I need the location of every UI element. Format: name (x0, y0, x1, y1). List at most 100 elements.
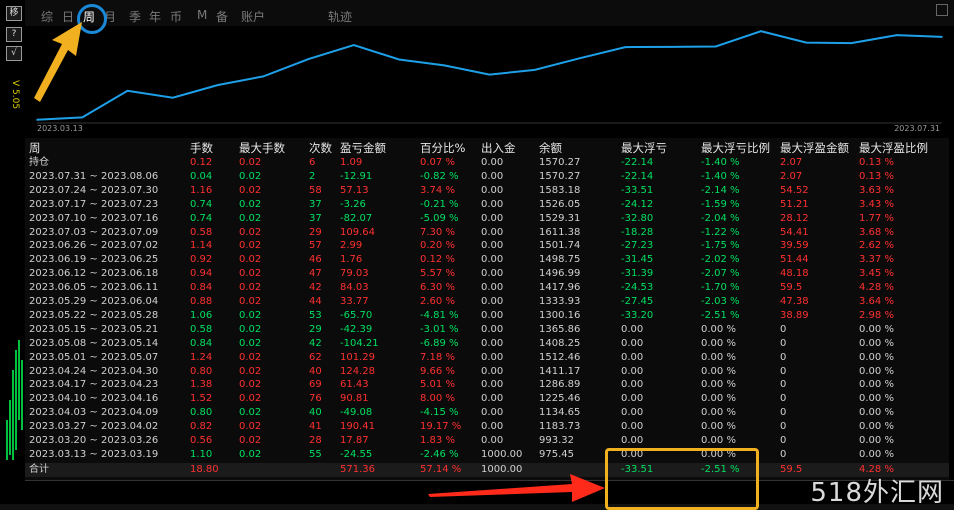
tab-3[interactable]: 月 (104, 10, 117, 24)
header-deposit[interactable]: 出入金 (481, 141, 516, 155)
cell-max-float-loss-pct: -1.22 % (701, 226, 740, 238)
tab-5[interactable]: 年 (149, 10, 162, 24)
tab-0[interactable]: 综 (41, 10, 54, 24)
table-total-row[interactable]: 合计 18.80 571.36 57.14 % 1000.00 -33.51 -2.51 %… (25, 462, 949, 477)
table-row[interactable]: 2023.07.31 ~ 2023.08.06 0.04 0.02 2 -12.91 -0… (25, 170, 949, 184)
table-row[interactable]: 2023.06.12 ~ 2023.06.18 0.94 0.02 47 79.03 5.… (25, 267, 949, 281)
table-row[interactable]: 2023.03.13 ~ 2023.03.19 1.10 0.02 55 -24.55 -… (25, 448, 949, 462)
cell-max-float-profit-pct: 0.00 % (859, 407, 894, 419)
tab-6[interactable]: 币 (170, 10, 183, 24)
table-row[interactable]: 2023.07.03 ~ 2023.07.09 0.58 0.02 29 109.64 7… (25, 226, 949, 240)
period-tab-bar: 综日周月季年币 M 备账户 轨迹 (25, 0, 954, 28)
cell-max-float-profit-pct: 4.28 % (859, 282, 894, 294)
cell-deposit: 0.00 (481, 323, 504, 335)
cell-week: 2023.03.27 ~ 2023.04.02 (29, 421, 159, 433)
header-max-lots[interactable]: 最大手数 (239, 141, 285, 155)
chart-start-date: 2023.03.13 (37, 124, 83, 133)
header-lots[interactable]: 手数 (190, 141, 213, 155)
cell-max-float-loss-pct: 0.00 % (701, 393, 736, 405)
header-max-float-loss[interactable]: 最大浮亏 (621, 141, 667, 155)
cell-max-lots: 0.02 (239, 379, 262, 391)
cell-balance: 1512.46 (539, 351, 581, 363)
tab-9[interactable]: 账户 (241, 10, 266, 24)
cell-balance: 1570.27 (539, 157, 581, 168)
cell-percent: -5.09 % (420, 212, 459, 224)
balance-point-9 (443, 64, 446, 67)
header-week[interactable]: 周 (29, 141, 41, 155)
table-row[interactable]: 2023.03.27 ~ 2023.04.02 0.82 0.02 41 190.41 1… (25, 420, 949, 434)
cell-count: 76 (309, 393, 322, 405)
header-percent[interactable]: 百分比% (420, 141, 466, 155)
help-button[interactable]: ? (6, 27, 22, 42)
total-highlight-box (605, 448, 759, 510)
table-row[interactable]: 持仓 0.12 0.02 6 1.09 0.07 % 0.00 1570.27 -22.14 -1… (25, 156, 949, 170)
cell-percent: 5.01 % (420, 379, 455, 391)
cell-max-float-profit: 51.44 (780, 254, 809, 266)
cell-max-float-profit-pct: 0.13 % (859, 157, 894, 168)
tab-4[interactable]: 季 (129, 10, 142, 24)
cell-percent: -4.81 % (420, 309, 459, 321)
table-row[interactable]: 2023.04.03 ~ 2023.04.09 0.80 0.02 40 -49.08 -… (25, 406, 949, 420)
cell-max-float-profit-pct: 3.64 % (859, 296, 894, 307)
header-max-float-profit-pct[interactable]: 最大浮盈比例 (859, 141, 928, 155)
cell-max-float-profit: 39.59 (780, 240, 809, 252)
cell-max-lots: 0.02 (239, 421, 262, 433)
tab-10[interactable]: 轨迹 (328, 10, 353, 24)
table-row[interactable]: 2023.07.24 ~ 2023.07.30 1.16 0.02 58 57.13 3.… (25, 184, 949, 198)
table-row[interactable]: 2023.05.01 ~ 2023.05.07 1.24 0.02 62 101.29 7… (25, 351, 949, 365)
cell-pnl: 33.77 (340, 296, 369, 307)
check-button[interactable]: √ (6, 46, 22, 61)
table-row[interactable]: 2023.04.17 ~ 2023.04.23 1.38 0.02 69 61.43 5.… (25, 378, 949, 392)
table-row[interactable]: 2023.04.24 ~ 2023.04.30 0.80 0.02 40 124.28 9… (25, 365, 949, 379)
cell-week: 2023.05.15 ~ 2023.05.21 (29, 323, 159, 335)
table-row[interactable]: 2023.06.19 ~ 2023.06.25 0.92 0.02 46 1.76 0.1… (25, 253, 949, 267)
cell-max-float-profit: 48.18 (780, 268, 809, 280)
cell-max-float-loss-pct: 0.00 % (701, 337, 736, 349)
cell-max-float-profit: 2.07 (780, 157, 803, 168)
table-row[interactable]: 2023.05.29 ~ 2023.06.04 0.88 0.02 44 33.77 2.… (25, 295, 949, 309)
table-row[interactable]: 2023.06.05 ~ 2023.06.11 0.84 0.02 42 84.03 6.… (25, 281, 949, 295)
close-icon[interactable] (936, 4, 948, 16)
cell-count: 6 (309, 157, 316, 168)
header-count[interactable]: 次数 (309, 141, 332, 155)
header-balance[interactable]: 余额 (539, 141, 562, 155)
cell-lots: 18.80 (190, 463, 219, 475)
move-button[interactable]: 移 (6, 6, 22, 21)
tab-1[interactable]: 日 (62, 10, 75, 24)
header-max-float-loss-pct[interactable]: 最大浮亏比例 (701, 141, 770, 155)
cell-max-float-loss: -33.51 (621, 184, 654, 196)
cell-max-float-profit: 51.21 (780, 198, 809, 210)
table-row[interactable]: 2023.07.10 ~ 2023.07.16 0.74 0.02 37 -82.07 -… (25, 212, 949, 226)
table-row[interactable]: 2023.05.22 ~ 2023.05.28 1.06 0.02 53 -65.70 -… (25, 309, 949, 323)
table-row[interactable]: 2023.05.08 ~ 2023.05.14 0.84 0.02 42 -104.21… (25, 337, 949, 351)
tab-7[interactable]: M (197, 8, 208, 22)
cell-pnl: 57.13 (340, 184, 369, 196)
table-row[interactable]: 2023.07.17 ~ 2023.07.23 0.74 0.02 37 -3.26 -0… (25, 198, 949, 212)
cell-lots: 0.94 (190, 268, 213, 280)
table-row[interactable]: 2023.05.15 ~ 2023.05.21 0.58 0.02 29 -42.39 -… (25, 323, 949, 337)
cell-max-float-profit: 59.5 (780, 463, 803, 475)
cell-pnl: 90.81 (340, 393, 369, 405)
cell-deposit: 0.00 (481, 184, 504, 196)
table-row[interactable]: 2023.03.20 ~ 2023.03.26 0.56 0.02 28 17.87 1.… (25, 434, 949, 448)
cell-percent: -0.82 % (420, 170, 459, 182)
balance-point-2 (126, 90, 129, 92)
table-row[interactable]: 2023.06.26 ~ 2023.07.02 1.14 0.02 57 2.99 0.2… (25, 239, 949, 253)
cell-max-float-loss: 0.00 (621, 393, 644, 405)
cell-max-float-profit: 0 (780, 448, 787, 460)
balance-point-13 (624, 46, 627, 48)
table-row[interactable]: 2023.04.10 ~ 2023.04.16 1.52 0.02 76 90.81 8.… (25, 392, 949, 406)
cell-week: 2023.07.31 ~ 2023.08.06 (29, 170, 159, 182)
header-pnl[interactable]: 盈亏金额 (340, 141, 386, 155)
tab-8[interactable]: 备 (216, 10, 229, 24)
cell-max-float-loss: 0.00 (621, 351, 644, 363)
cell-max-float-profit: 59.5 (780, 282, 803, 294)
cell-max-float-profit: 0 (780, 421, 787, 433)
cell-percent: -6.89 % (420, 337, 459, 349)
header-max-float-profit[interactable]: 最大浮盈金额 (780, 141, 849, 155)
cell-week: 持仓 (29, 157, 49, 168)
cell-max-float-profit: 0 (780, 337, 787, 349)
cell-max-float-profit: 0 (780, 379, 787, 391)
cell-pnl: -24.55 (340, 448, 373, 460)
cell-balance: 1501.74 (539, 240, 581, 252)
